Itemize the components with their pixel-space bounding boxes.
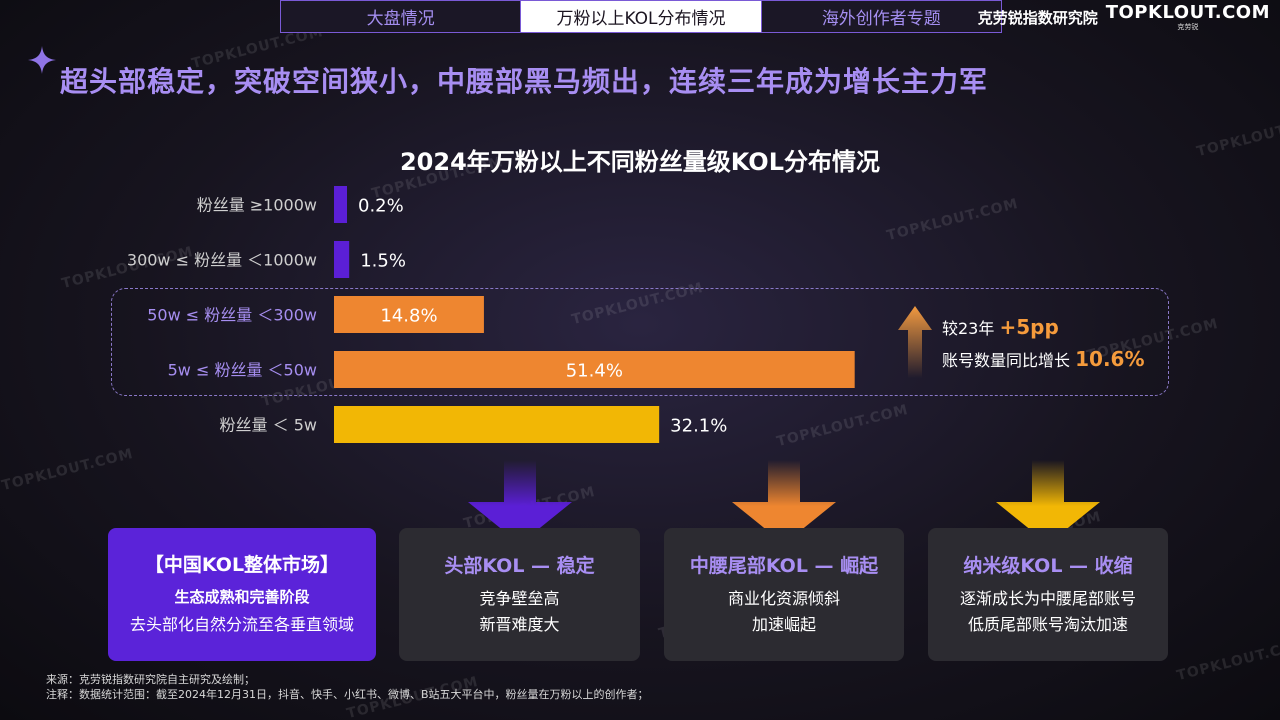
card-line: 去头部化自然分流至各垂直领域 [129, 615, 354, 634]
category-label: 粉丝量 ≥1000w [197, 196, 317, 215]
card-title: 纳米级KOL — 收缩 [963, 555, 1133, 577]
category-label: 5w ≤ 粉丝量 ＜50w [168, 361, 317, 380]
brand-logo-sub: 克劳锐 [1177, 23, 1199, 31]
card-head-kol: 头部KOL — 稳定 竞争壁垒高 新晋难度大 [399, 528, 640, 661]
tab-overseas-creators[interactable]: 海外创作者专题 [761, 1, 1001, 32]
page-headline: 超头部稳定，突破空间狭小，中腰部黑马频出，连续三年成为增长主力军 [60, 65, 989, 98]
annotation-line1-value: +5pp [999, 315, 1059, 339]
annotation-line1-prefix: 较23年 [942, 319, 995, 338]
up-arrow-icon [898, 306, 932, 378]
chart-title: 2024年万粉以上不同粉丝量级KOL分布情况 [399, 148, 880, 176]
card-market-overview: 【中国KOL整体市场】 生态成熟和完善阶段 去头部化自然分流至各垂直领域 [108, 528, 376, 661]
card-title: 【中国KOL整体市场】 [144, 554, 340, 576]
arrow-down-mid-icon [732, 460, 836, 544]
footnote-note: 注释：数据统计范围：截至2024年12月31日，抖音、快手、小红书、微博、B站五… [46, 688, 649, 701]
card-nano-kol: 纳米级KOL — 收缩 逐渐成长为中腰尾部账号 低质尾部账号淘汰加速 [928, 528, 1168, 661]
card-line: 逐渐成长为中腰尾部账号 [959, 589, 1136, 608]
card-title: 中腰尾部KOL — 崛起 [689, 555, 879, 577]
bar [334, 406, 660, 443]
value-label: 1.5% [360, 251, 406, 272]
annotation-line2-value: 10.6% [1075, 347, 1145, 371]
card-title: 头部KOL — 稳定 [444, 555, 595, 577]
bar [334, 351, 855, 388]
value-label: 14.8% [380, 306, 437, 327]
bar [334, 296, 484, 333]
card-mid-kol: 中腰尾部KOL — 崛起 商业化资源倾斜 加速崛起 [664, 528, 904, 661]
category-label: 300w ≤ 粉丝量 ＜1000w [127, 251, 317, 270]
category-label: 粉丝量 ＜ 5w [220, 416, 317, 435]
card-line: 生态成熟和完善阶段 [174, 588, 310, 606]
arrow-down-nano-icon [996, 460, 1100, 544]
value-label: 32.1% [670, 416, 727, 437]
card-line: 加速崛起 [751, 615, 816, 634]
sparkle-icon [28, 46, 56, 74]
value-label: 0.2% [358, 196, 404, 217]
tab-kol-distribution[interactable]: 万粉以上KOL分布情况 [521, 1, 762, 32]
bar [334, 241, 350, 278]
card-line: 低质尾部账号淘汰加速 [967, 615, 1128, 634]
category-label: 50w ≤ 粉丝量 ＜300w [147, 306, 317, 325]
brand: 克劳锐指数研究院 TOPKLOUT.COM 克劳锐 [978, 4, 1270, 31]
value-label: 51.4% [566, 361, 623, 382]
card-line: 商业化资源倾斜 [727, 589, 840, 608]
brand-logo: TOPKLOUT.COM 克劳锐 [1106, 4, 1270, 31]
bar [334, 186, 347, 223]
growth-annotation: 较23年 +5pp 账号数量同比增长 10.6% [942, 312, 1145, 376]
section-tabs: 大盘情况 万粉以上KOL分布情况 海外创作者专题 [280, 0, 1002, 33]
brand-name: 克劳锐指数研究院 [977, 9, 1098, 27]
arrow-down-head-icon [468, 460, 572, 544]
card-line: 新晋难度大 [479, 615, 560, 634]
tab-overview[interactable]: 大盘情况 [281, 1, 522, 32]
highlight-box [111, 288, 1169, 396]
footnote: 来源：克劳锐指数研究院自主研究及绘制； 注释：数据统计范围：截至2024年12月… [46, 672, 649, 702]
card-line: 竞争壁垒高 [479, 589, 560, 608]
annotation-line2-prefix: 账号数量同比增长 [942, 351, 1071, 370]
footnote-source: 来源：克劳锐指数研究院自主研究及绘制； [46, 673, 255, 686]
brand-logo-text: TOPKLOUT.COM [1105, 2, 1270, 23]
